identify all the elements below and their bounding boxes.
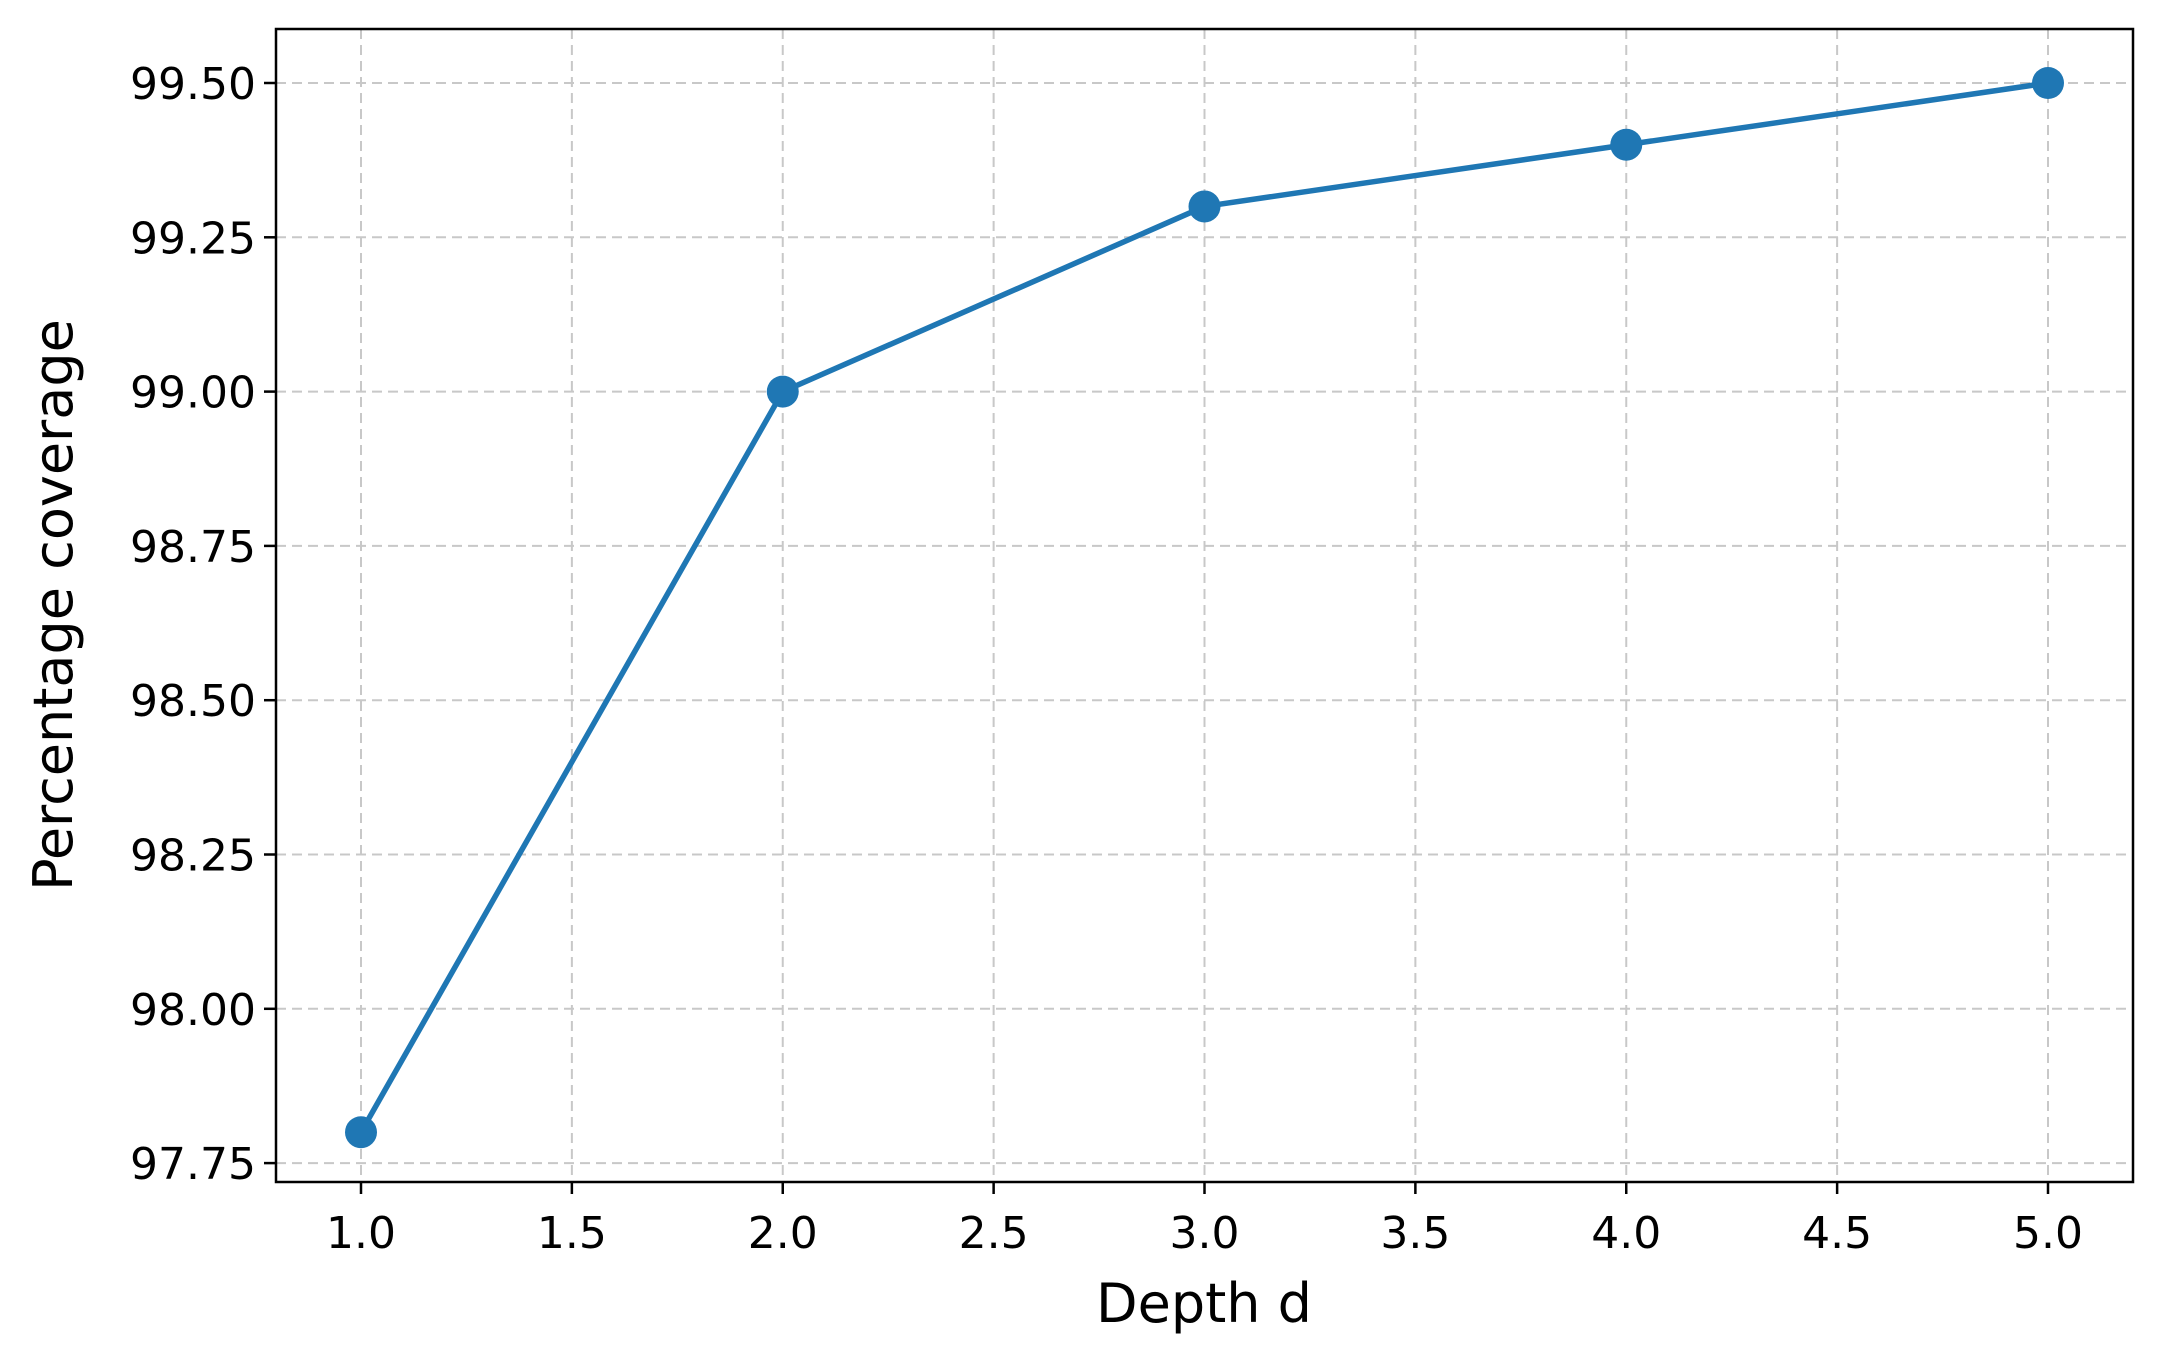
- x-axis: 1.0 1.5 2.0 2.5 3.0 3.5 4.0 4.5 5.0: [326, 1182, 2083, 1259]
- x-tick-label: 1.5: [537, 1208, 607, 1259]
- y-tick-label: 98.25: [130, 831, 256, 882]
- grid: [276, 29, 2133, 1182]
- x-tick-label: 3.0: [1170, 1208, 1240, 1259]
- y-tick-label: 99.00: [130, 368, 256, 419]
- y-tick-label: 98.50: [130, 676, 256, 727]
- x-tick-label: 1.0: [326, 1208, 396, 1259]
- y-axis-label: Percentage coverage: [22, 319, 85, 891]
- y-tick-label: 98.00: [130, 985, 256, 1036]
- y-tick-label: 97.75: [130, 1139, 256, 1190]
- x-tick-label: 2.5: [959, 1208, 1029, 1259]
- y-tick-label: 98.75: [130, 522, 256, 573]
- y-axis: 97.75 98.00 98.25 98.50 98.75 99.00 99.25 99.50: [130, 59, 276, 1190]
- x-tick-label: 4.5: [1802, 1208, 1872, 1259]
- data-point: [766, 375, 799, 408]
- data-point: [1188, 190, 1221, 223]
- x-tick-label: 2.0: [748, 1208, 818, 1259]
- x-tick-label: 4.0: [1591, 1208, 1661, 1259]
- y-tick-label: 99.50: [130, 59, 256, 110]
- y-tick-label: 99.25: [130, 213, 256, 264]
- data-point: [345, 1116, 377, 1149]
- data-point: [1610, 128, 1643, 161]
- data-point: [2032, 67, 2064, 99]
- x-tick-label: 5.0: [2013, 1208, 2083, 1259]
- x-axis-label: Depth d: [1096, 1272, 1312, 1335]
- x-tick-label: 3.5: [1380, 1208, 1450, 1259]
- series-coverage: [345, 67, 2064, 1149]
